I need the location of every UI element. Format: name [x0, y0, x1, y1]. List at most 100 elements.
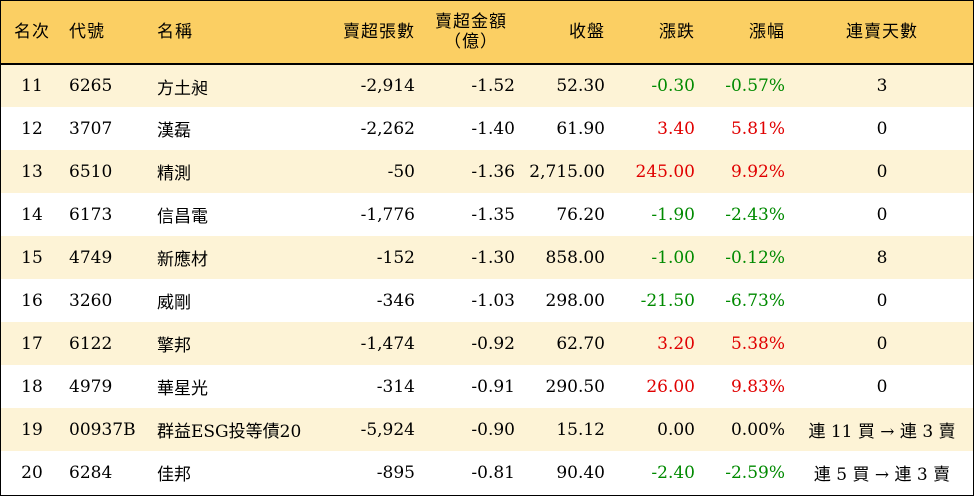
cell-change-pct: -2.43%: [725, 204, 785, 225]
cell-change: 3.40: [657, 118, 695, 139]
cell-close: 858.00: [545, 247, 605, 268]
cell-change-pct: -2.59%: [725, 462, 785, 483]
header-net-amount-line1: 賣超金額: [435, 12, 507, 32]
cell-net-shares: -346: [376, 290, 415, 311]
table-row: 12 3707 漢磊 -2,262 -1.40 61.90 3.40 5.81% 0: [1, 107, 973, 150]
cell-name: 漢磊: [157, 121, 191, 141]
cell-name: 佳邦: [157, 465, 191, 485]
cell-close: 298.00: [545, 290, 605, 311]
cell-net-shares: -895: [376, 462, 415, 483]
cell-name: 方土昶: [157, 78, 208, 99]
table-row: 16 3260 威剛 -346 -1.03 298.00 -21.50 -6.73% 0: [1, 279, 973, 322]
cell-close: 62.70: [556, 333, 605, 354]
cell-net-amount: -0.91: [471, 376, 515, 397]
cell-net-shares: -1,776: [360, 204, 415, 225]
cell-rank: 11: [21, 76, 43, 96]
header-rank: 名次: [1, 1, 63, 65]
cell-rank: 17: [21, 333, 43, 354]
cell-streak: 0: [876, 161, 888, 182]
cell-net-shares: -2,914: [360, 76, 415, 96]
cell-rank: 19: [21, 419, 43, 440]
header-close: 收盤: [521, 1, 611, 65]
cell-close: 15.12: [556, 419, 605, 440]
cell-net-shares: -314: [376, 376, 415, 397]
header-net-amount: 賣超金額 （億）: [421, 1, 521, 65]
cell-net-shares: -152: [376, 247, 415, 268]
header-streak: 連賣天數: [791, 1, 973, 65]
cell-change: -0.30: [651, 76, 695, 96]
cell-change-pct: 0.00%: [730, 419, 785, 440]
cell-name: 信昌電: [157, 207, 208, 227]
table-row: 14 6173 信昌電 -1,776 -1.35 76.20 -1.90 -2.43% 0: [1, 193, 973, 236]
cell-change-pct: 5.81%: [730, 118, 785, 139]
cell-code: 4979: [69, 376, 113, 397]
cell-close: 61.90: [556, 118, 605, 139]
cell-net-amount: -1.52: [471, 76, 515, 96]
cell-streak: 3: [876, 76, 888, 96]
cell-streak: 0: [876, 118, 888, 139]
cell-change: -2.40: [651, 462, 695, 483]
table-row: 17 6122 擎邦 -1,474 -0.92 62.70 3.20 5.38% 0: [1, 322, 973, 365]
cell-close: 90.40: [556, 462, 605, 483]
cell-code: 4749: [69, 247, 113, 268]
table-row: 19 00937B 群益ESG投等債20 -5,924 -0.90 15.12 0.00 0.…: [1, 408, 973, 451]
cell-rank: 13: [21, 161, 43, 182]
cell-rank: 15: [21, 247, 43, 268]
header-code: 代號: [63, 1, 147, 65]
cell-net-shares: -1,474: [360, 333, 415, 354]
cell-code: 6510: [69, 161, 113, 182]
header-name: 名稱: [147, 1, 317, 65]
cell-rank: 12: [21, 118, 43, 139]
cell-net-amount: -1.03: [471, 290, 515, 311]
cell-streak: 0: [876, 204, 888, 225]
cell-net-amount: -0.81: [471, 462, 515, 483]
cell-net-amount: -1.35: [471, 204, 515, 225]
cell-change: 245.00: [635, 161, 695, 182]
cell-net-shares: -2,262: [360, 118, 415, 139]
cell-net-amount: -1.30: [471, 247, 515, 268]
cell-rank: 18: [21, 376, 43, 397]
cell-change: -21.50: [640, 290, 695, 311]
cell-net-amount: -0.90: [471, 419, 515, 440]
cell-code: 3707: [69, 118, 113, 139]
cell-net-amount: -1.36: [471, 161, 515, 182]
header-change: 漲跌: [611, 1, 701, 65]
cell-streak: 0: [876, 290, 888, 311]
table-row: 11 6265 方土昶 -2,914 -1.52 52.30 -0.30 -0.57% 3: [1, 64, 973, 107]
table-header: 名次 代號 名稱 賣超張數 賣超金額 （億） 收盤 漲跌 漲幅 連賣天數: [1, 1, 973, 65]
cell-close: 76.20: [556, 204, 605, 225]
cell-code: 6122: [69, 333, 113, 354]
cell-change: 0.00: [657, 419, 695, 440]
cell-rank: 16: [21, 290, 43, 311]
cell-change-pct: -0.57%: [725, 76, 785, 96]
cell-close: 52.30: [556, 76, 605, 96]
cell-code: 3260: [69, 290, 113, 311]
cell-net-amount: -1.40: [471, 118, 515, 139]
cell-change: -1.00: [651, 247, 695, 268]
cell-change-pct: 5.38%: [730, 333, 785, 354]
cell-net-shares: -5,924: [360, 419, 415, 440]
cell-streak: 0: [876, 376, 888, 397]
cell-code: 00937B: [69, 419, 136, 440]
cell-streak: 8: [876, 247, 888, 268]
cell-name: 擎邦: [157, 336, 191, 356]
cell-change: 26.00: [646, 376, 695, 397]
header-row: 名次 代號 名稱 賣超張數 賣超金額 （億） 收盤 漲跌 漲幅 連賣天數: [1, 1, 973, 65]
table-row: 18 4979 華星光 -314 -0.91 290.50 26.00 9.83% 0: [1, 365, 973, 408]
cell-name: 華星光: [157, 379, 208, 399]
cell-name: 精測: [157, 164, 191, 184]
cell-code: 6265: [69, 76, 113, 96]
table-row: 15 4749 新應材 -152 -1.30 858.00 -1.00 -0.12% 8: [1, 236, 973, 279]
cell-close: 2,715.00: [529, 161, 605, 182]
header-net-amount-line2: （億）: [444, 32, 498, 52]
table-row: 20 6284 佳邦 -895 -0.81 90.40 -2.40 -2.59% 連 5 買 →…: [1, 451, 973, 494]
table-body: 11 6265 方土昶 -2,914 -1.52 52.30 -0.30 -0.57% 3 12 3…: [1, 64, 973, 494]
cell-streak: 連 11 買 → 連 3 賣: [808, 422, 956, 442]
cell-close: 290.50: [545, 376, 605, 397]
cell-change: 3.20: [657, 333, 695, 354]
cell-rank: 14: [21, 204, 43, 225]
header-net-shares: 賣超張數: [317, 1, 421, 65]
cell-change-pct: -6.73%: [725, 290, 785, 311]
cell-streak: 0: [876, 333, 888, 354]
